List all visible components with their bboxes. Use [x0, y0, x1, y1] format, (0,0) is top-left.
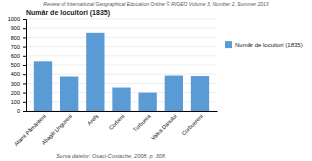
tick-mark [23, 19, 26, 20]
tick: 800 [11, 35, 26, 41]
tick-label: 300 [11, 81, 20, 87]
tick: 200 [11, 90, 26, 96]
bar [112, 88, 130, 111]
legend: Număr de locuitori (1835) [225, 41, 303, 48]
tick: Corbeni [108, 111, 126, 131]
grid-line [26, 83, 217, 84]
tick-label: 900 [11, 25, 20, 31]
tick: 700 [11, 44, 26, 50]
y-axis: 0 100 200 300 400 500 600 700 800 900 1000 [8, 16, 27, 114]
tick: 900 [11, 25, 26, 31]
tick: 1000 [8, 16, 26, 22]
bar [191, 76, 209, 111]
bar [60, 77, 78, 112]
chart: 01002003004005006007008009001000Atarni P… [0, 0, 312, 161]
tick-label: 400 [11, 71, 20, 77]
tick: Corbuereni [180, 111, 203, 137]
bar [165, 76, 183, 111]
tick-label: Abagiii Ungureni [40, 113, 73, 146]
legend-swatch [225, 41, 232, 48]
tick-label: 100 [11, 99, 20, 105]
tick: 300 [11, 81, 26, 87]
tick-mark [23, 37, 26, 38]
tick-label: 200 [11, 90, 20, 96]
tick: 600 [11, 53, 26, 59]
tick: Abagiii Ungureni [40, 111, 73, 146]
tick-mark [23, 28, 26, 29]
tick: Turburea [132, 111, 153, 133]
grid-line [26, 28, 217, 29]
tick: 400 [11, 71, 26, 77]
bars [34, 33, 209, 111]
tick-mark [23, 111, 26, 112]
title: Număr de locuitori (1835) [26, 9, 110, 17]
bar [34, 61, 52, 111]
tick-label: Turburea [132, 112, 153, 133]
tick-mark [23, 93, 26, 94]
tick-label: 700 [11, 44, 20, 50]
plot-area: 01002003004005006007008009001000Atarni P… [8, 16, 218, 147]
tick-label: Valea Danului [150, 113, 178, 141]
grid-line [26, 65, 217, 66]
bar [86, 33, 104, 111]
tick-mark [23, 83, 26, 84]
tick-mark [23, 47, 26, 48]
tick-label: Corbeni [108, 113, 126, 131]
tick-label: 500 [11, 62, 20, 68]
grid-line [26, 55, 217, 56]
tick: 100 [11, 99, 26, 105]
axis-line [23, 20, 27, 112]
footer: Sursa datelor: Osaci-Costache, 2008, p. … [56, 153, 166, 159]
tick-mark [23, 102, 26, 103]
legend-item: Număr de locuitori (1835) [225, 41, 303, 48]
legend-label: Număr de locuitori (1835) [235, 42, 303, 48]
tick: Arefș [86, 111, 99, 126]
tick-mark [23, 65, 26, 66]
tick: Valea Danului [150, 111, 178, 141]
tick-label: 600 [11, 53, 20, 59]
tick: 0 [17, 108, 26, 114]
tick: 500 [11, 62, 26, 68]
tick-mark [23, 56, 26, 57]
grid-line [26, 74, 217, 75]
x-axis: Atarni PământeniAbagiii UngureniArefșCor… [13, 111, 218, 147]
tick-mark [23, 74, 26, 75]
tick-label: 800 [11, 35, 20, 41]
grid-line [26, 46, 217, 47]
grid-line [26, 19, 217, 20]
axis-line [27, 111, 218, 112]
tick-label: 0 [17, 108, 20, 114]
grid [26, 19, 217, 111]
bar [139, 93, 157, 111]
tick-label: 1000 [8, 16, 20, 22]
tick-label: Arefș [86, 113, 99, 126]
grid-line [26, 37, 217, 38]
tick-label: Corbuereni [180, 113, 203, 136]
header: Review of International Geographical Edu… [43, 1, 268, 7]
